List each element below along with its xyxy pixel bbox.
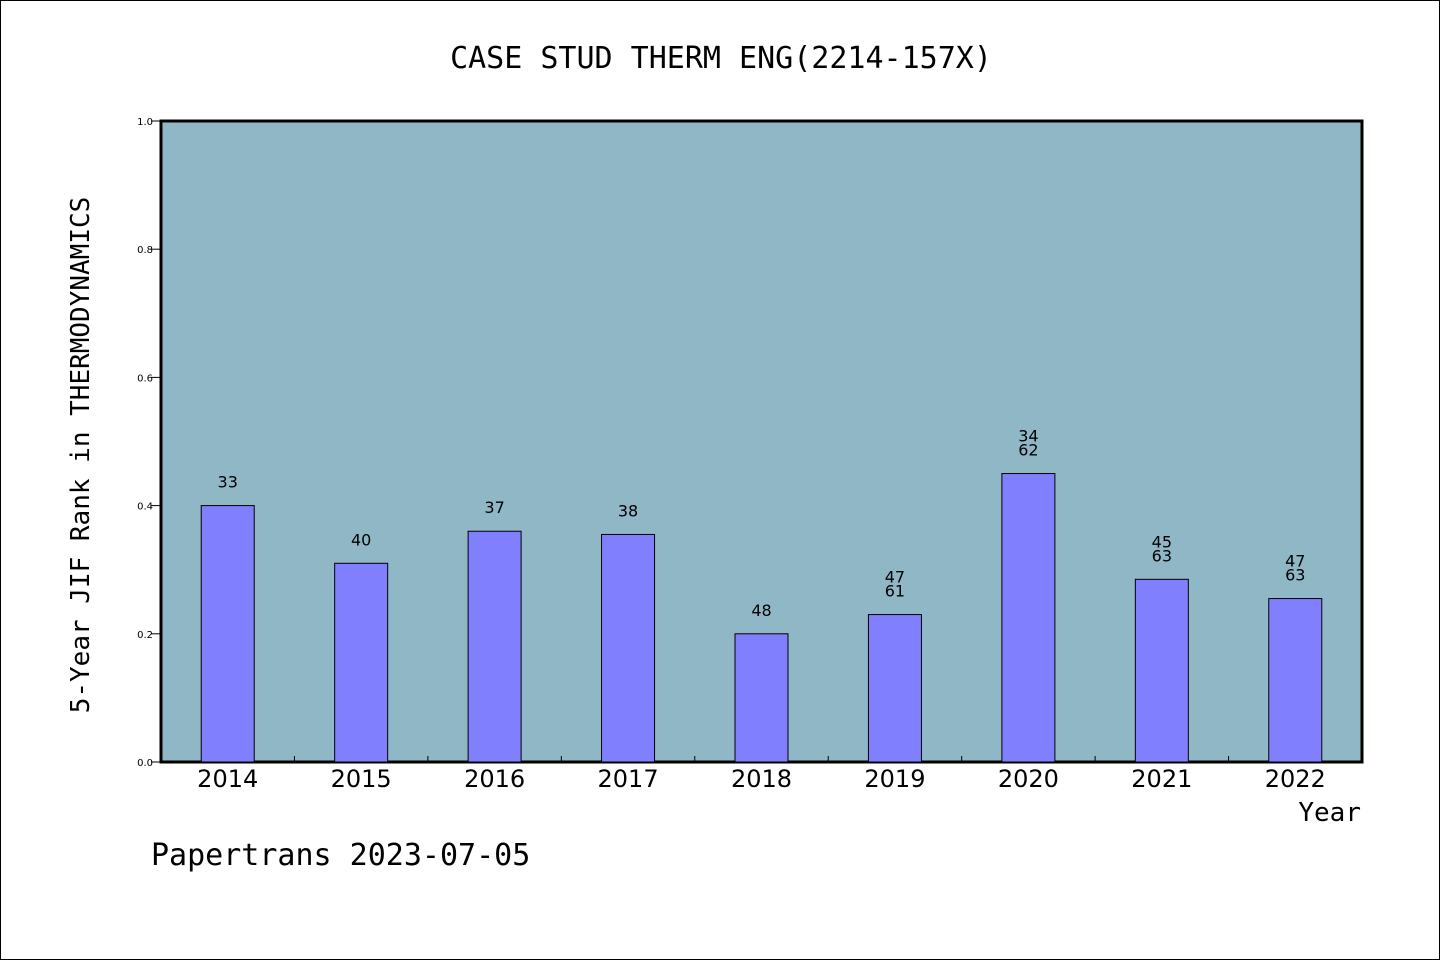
bar-2016 — [467, 530, 522, 763]
x-tick-label: 2020 — [998, 765, 1059, 793]
x-tick-label: 2018 — [731, 765, 792, 793]
y-tick-label: 0.2 — [137, 630, 153, 641]
x-tick-label: 2017 — [598, 765, 659, 793]
bar-label: 61 — [885, 582, 905, 601]
x-tick-label: 2021 — [1131, 765, 1192, 793]
y-tick-label: 0.8 — [137, 245, 153, 256]
bar-label: 45 — [1152, 532, 1172, 551]
y-axis: 0.0 0.2 0.4 0.6 0.8 1.0 — [137, 117, 161, 769]
bar-label: 48 — [751, 601, 771, 620]
y-tick-label: 1.0 — [137, 117, 153, 128]
bar-2021 — [1134, 578, 1189, 763]
bar-label: 33 — [218, 473, 238, 492]
y-tick-label: 0.6 — [137, 373, 153, 384]
y-axis-label: 5-Year JIF Rank in THERMODYNAMICS — [66, 197, 96, 714]
bar-label: 38 — [618, 501, 638, 520]
bar-2019 — [867, 614, 922, 763]
bar-2015 — [334, 562, 389, 763]
y-tick-label: 0.0 — [137, 758, 153, 769]
bar-label: 47 — [885, 568, 905, 587]
x-tick-label: 2019 — [864, 765, 925, 793]
x-tick-label: 2015 — [331, 765, 392, 793]
bar-label: 62 — [1018, 441, 1038, 460]
bar-label: 37 — [484, 498, 504, 517]
bar-label: 34 — [1018, 427, 1038, 446]
bar-label: 63 — [1152, 546, 1172, 565]
x-tick-label: 2022 — [1265, 765, 1326, 793]
footer-note: Papertrans 2023-07-05 — [151, 838, 530, 873]
bar-label: 40 — [351, 530, 371, 549]
bar-2014 — [200, 505, 255, 763]
bar-label: 47 — [1285, 552, 1305, 571]
y-tick-label: 0.4 — [137, 502, 153, 513]
chart-title: CASE STUD THERM ENG(2214-157X) — [450, 41, 992, 76]
bar-label: 63 — [1285, 566, 1305, 585]
bar-2022 — [1268, 598, 1323, 763]
bar-2018 — [734, 633, 789, 763]
bars-group — [200, 473, 1323, 763]
bar-2017 — [601, 533, 656, 763]
x-axis-label: Year — [1298, 798, 1361, 828]
x-tick-label: 2016 — [464, 765, 525, 793]
x-axis: 2014 2015 2016 2017 2018 2019 2020 2021 2022 — [197, 756, 1326, 793]
x-tick-label: 2014 — [197, 765, 258, 793]
bar-2020 — [1001, 473, 1056, 763]
